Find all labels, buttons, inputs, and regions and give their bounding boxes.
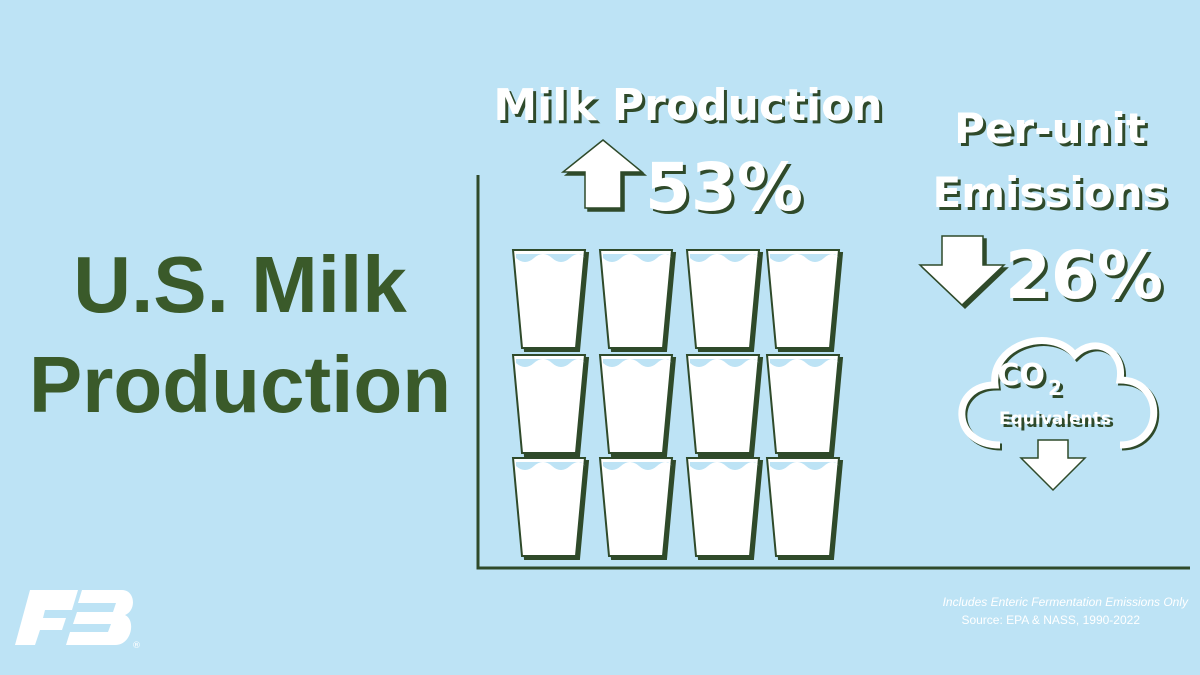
- glass-water: [603, 359, 672, 367]
- glass: [598, 249, 674, 349]
- source: Source: EPA & NASS, 1990-2022: [961, 613, 1140, 627]
- glass: [765, 249, 841, 349]
- emissions-label: Emissions: [933, 168, 1168, 217]
- glass: [598, 457, 674, 557]
- glass-water: [690, 254, 759, 262]
- down-arrow: [918, 235, 1006, 307]
- glass-water: [516, 254, 585, 262]
- glass: [685, 457, 761, 557]
- glass-water: [603, 254, 672, 262]
- logo-mark: ®: [132, 641, 141, 651]
- glass-water: [770, 462, 839, 470]
- logo-b: [66, 590, 133, 645]
- glasses: [511, 249, 841, 557]
- up-arrow: [560, 139, 645, 209]
- milk-change: 53%: [645, 149, 803, 226]
- logo-f: [15, 590, 78, 645]
- glass: [685, 354, 761, 454]
- axes: [476, 175, 1190, 570]
- cloud-gas: CO: [997, 358, 1045, 393]
- glass: [511, 457, 587, 557]
- title-line: Production: [29, 340, 451, 429]
- glass-water: [690, 462, 759, 470]
- cloud-subscript: 2: [1048, 376, 1062, 400]
- title-line: U.S. Milk: [73, 240, 407, 329]
- glass: [511, 249, 587, 349]
- footnote: Includes Enteric Fermentation Emissions …: [943, 595, 1189, 609]
- glass-water: [770, 254, 839, 262]
- glass-water: [603, 462, 672, 470]
- milk-label: Milk Production: [493, 80, 882, 131]
- glass: [765, 457, 841, 557]
- cloud-arrow: [1019, 439, 1087, 492]
- logo: [15, 590, 133, 645]
- glass: [685, 249, 761, 349]
- glass: [765, 354, 841, 454]
- glass-water: [516, 462, 585, 470]
- glass-water: [516, 359, 585, 367]
- glass: [511, 354, 587, 454]
- glass: [598, 354, 674, 454]
- cloud: [958, 337, 1158, 449]
- cloud-label: Equivalents: [999, 409, 1111, 429]
- emissions-label: Per-unit: [954, 104, 1146, 153]
- glass-water: [690, 359, 759, 367]
- emissions-change: 26%: [1005, 237, 1163, 314]
- glass-water: [770, 359, 839, 367]
